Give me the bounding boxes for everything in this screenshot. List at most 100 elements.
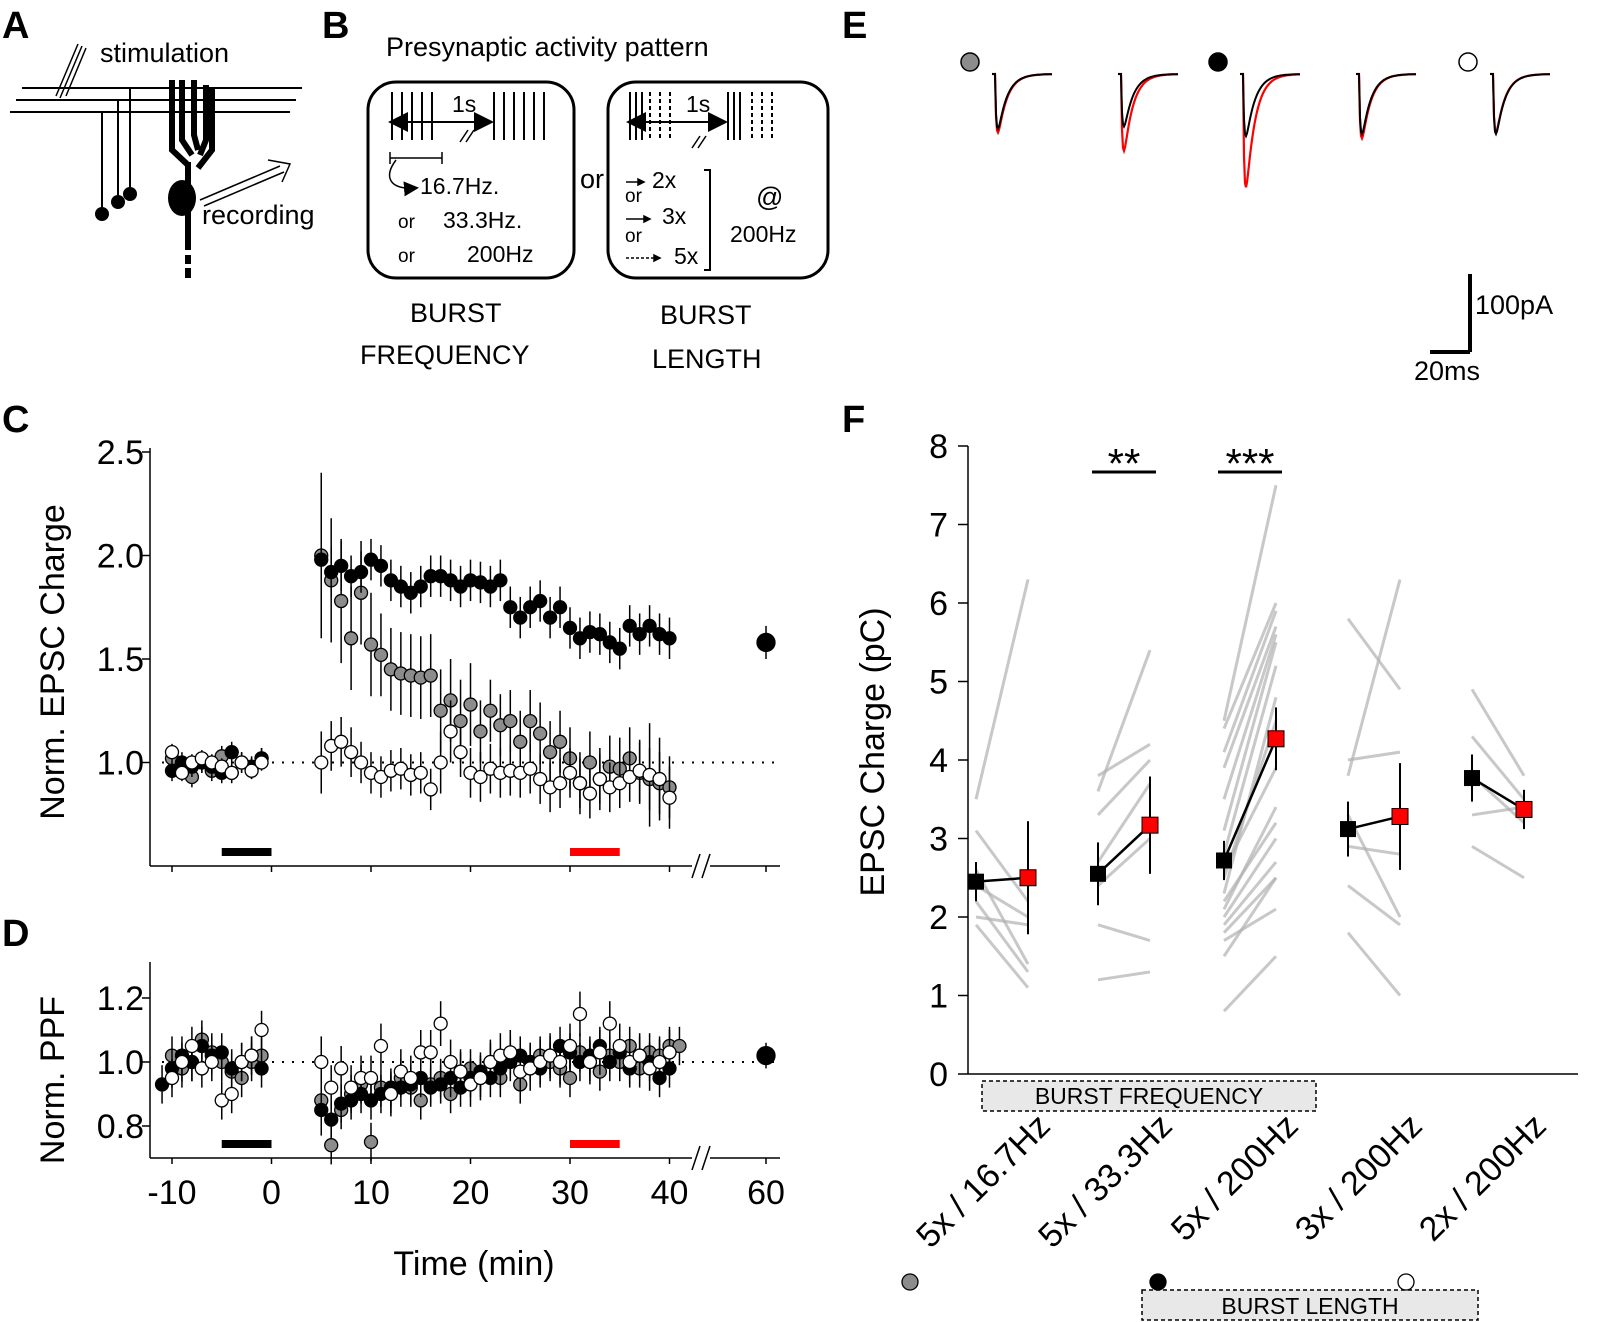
f-pair-1-5 xyxy=(1097,970,1151,982)
panel-label-f: F xyxy=(842,399,865,441)
d-s2-point-11 xyxy=(324,1080,339,1095)
f-mean-line-1 xyxy=(1097,824,1151,875)
d-s2-point-34 xyxy=(552,1054,568,1070)
trace-2-marker xyxy=(1208,52,1228,72)
f-pair-2-17 xyxy=(1222,767,1278,871)
c-s1-point-42 xyxy=(632,627,647,642)
d-s2-point-45 xyxy=(662,1045,677,1060)
f-pair-1-6 xyxy=(1096,837,1152,887)
f-pair-3-5 xyxy=(1346,931,1402,997)
c-s0-point-25 xyxy=(463,697,478,712)
d-s2-point-26 xyxy=(473,1070,488,1086)
f-pair-2-12 xyxy=(1223,907,1277,942)
d-s2-point-13 xyxy=(343,1080,359,1095)
burst-length-group-label: BURST LENGTH xyxy=(1221,1293,1398,1319)
c-s0-point-16 xyxy=(373,647,389,663)
f-post-marker-4 xyxy=(1515,800,1533,818)
f-pair-2-7 xyxy=(1222,696,1278,894)
f-pair-2-8 xyxy=(1222,806,1278,910)
d-s1-point-40 xyxy=(602,1054,617,1070)
trace-4-marker xyxy=(1458,52,1478,72)
d-xtick-label-4: 30 xyxy=(551,1174,589,1212)
d-axis-break xyxy=(691,1145,711,1171)
f-ytick-label-7: 7 xyxy=(929,507,948,545)
c-s2-point-8 xyxy=(244,763,259,778)
d-s0-point-11 xyxy=(324,1138,339,1153)
f-pair-0-0 xyxy=(974,579,1030,800)
freq-or-2: or xyxy=(398,246,416,267)
burst-length-group-box xyxy=(1141,1289,1479,1321)
trace-1-baseline xyxy=(1118,73,1179,129)
d-s2-point-19 xyxy=(403,1070,418,1086)
panel-label-d: D xyxy=(2,913,29,955)
inter-spike-bracket xyxy=(389,152,443,164)
recording-label: recording xyxy=(202,200,315,230)
c-s2-point-1 xyxy=(174,765,190,780)
burst-frequency-group-label: BURST FREQUENCY xyxy=(1035,1083,1263,1109)
d-s1-point-23 xyxy=(433,1077,448,1092)
c-s2-point-45 xyxy=(662,790,677,805)
f-pair-0-3 xyxy=(975,915,1029,927)
d-s0-point-15 xyxy=(363,1134,379,1150)
d-s2-point-0 xyxy=(164,1070,180,1086)
c-s0-point-22 xyxy=(433,703,448,718)
d-s2-point-12 xyxy=(333,1061,349,1076)
d-s2-point-17 xyxy=(383,1086,399,1102)
c-s1-point-38 xyxy=(592,627,607,642)
c-s1-point-46 xyxy=(756,632,776,653)
d-s2-point-2 xyxy=(184,1038,200,1054)
trace-0-marker xyxy=(960,52,980,72)
f-pair-2-14 xyxy=(1222,955,1278,1013)
burst-frequency-title-2: FREQUENCY xyxy=(360,340,530,370)
panel-label-b: B xyxy=(322,5,349,47)
burst-frequency-group-box xyxy=(981,1080,1317,1112)
panel-a-schematic xyxy=(10,43,302,278)
c-s1-point-29 xyxy=(503,600,518,615)
f-pair-0-2 xyxy=(975,884,1029,919)
d-s2-point-25 xyxy=(463,1077,478,1092)
c-s2-point-32 xyxy=(533,771,548,787)
d-ytick-label-0: 0.8 xyxy=(97,1108,144,1146)
burst-length-box xyxy=(606,80,830,280)
interval-label-left: 1s xyxy=(452,91,476,117)
c-s1-point-20 xyxy=(413,579,428,594)
d-xtick-label-2: 10 xyxy=(352,1174,390,1212)
f-pair-4-3 xyxy=(1471,845,1525,880)
d-s2-point-39 xyxy=(602,1016,617,1031)
f-pair-3-1 xyxy=(1346,579,1402,777)
f-category-label-1: 5x / 33.3Hz xyxy=(1031,1107,1179,1255)
f-ytick-label-2: 2 xyxy=(929,899,948,937)
c-s1-point-45 xyxy=(662,631,677,646)
d-xtick-label-1: 0 xyxy=(262,1174,281,1212)
c-s2-point-10 xyxy=(314,755,329,770)
d-s2-point-4 xyxy=(204,1054,219,1070)
c-s0-point-21 xyxy=(423,668,438,683)
c-s1-point-34 xyxy=(552,600,568,615)
len-or-2: or xyxy=(625,226,643,247)
c-s1-point-41 xyxy=(622,618,637,634)
f-mean-line-4 xyxy=(1471,776,1525,811)
d-s2-point-21 xyxy=(423,1045,438,1060)
d-s1-point-0 xyxy=(154,1077,170,1092)
c-s1-point-43 xyxy=(642,618,657,634)
c-s1-point-40 xyxy=(612,641,627,656)
c-s0-point-15 xyxy=(363,637,379,652)
at-sign: @ xyxy=(756,182,783,212)
d-ytick-label-2: 1.2 xyxy=(97,980,144,1018)
c-ytick-label-0: 1.0 xyxy=(97,745,144,783)
d-s2-point-24 xyxy=(453,1064,468,1079)
scale-label-time: 20ms xyxy=(1414,356,1480,386)
f-pair-0-4 xyxy=(974,923,1030,989)
c-s2-point-37 xyxy=(582,786,598,801)
f-post-marker-1 xyxy=(1141,816,1159,834)
panel-label-a: A xyxy=(2,5,29,47)
c-s2-point-6 xyxy=(224,765,239,780)
f-category-marker-2 xyxy=(1149,1273,1167,1291)
f-pre-marker-2 xyxy=(1216,852,1232,869)
d-s2-point-8 xyxy=(244,1048,259,1063)
break-mark-b-left xyxy=(459,129,475,143)
d-s2-point-22 xyxy=(433,1016,448,1031)
f-pair-2-0 xyxy=(1222,602,1278,730)
f-pair-2-4 xyxy=(1222,641,1278,832)
burst-length-title-1: BURST xyxy=(660,300,752,330)
